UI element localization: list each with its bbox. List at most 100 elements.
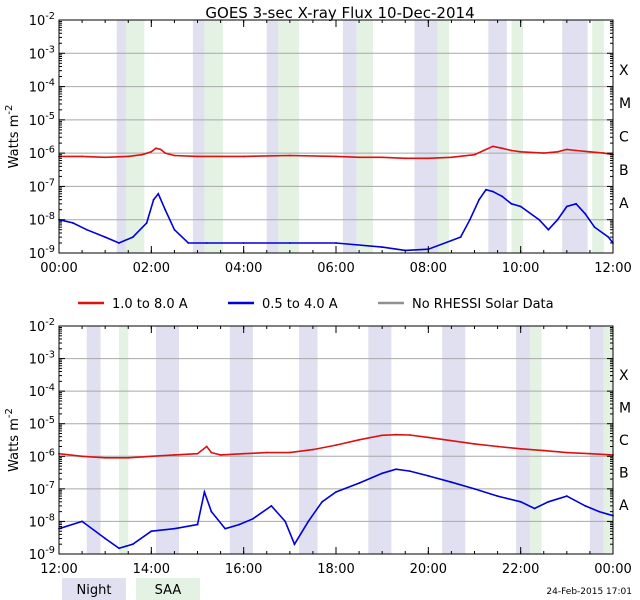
data-point (381, 156, 384, 159)
y-tick-label: 10-8 (29, 513, 55, 531)
legend-item: No RHESSI Solar Data (378, 297, 554, 312)
saa-band (204, 20, 223, 253)
data-point (533, 507, 536, 510)
data-point (335, 155, 337, 158)
series-line (58, 188, 614, 252)
y-tick-label: 10-9 (29, 545, 55, 563)
y-tick-label: 10-5 (29, 111, 55, 129)
data-point (155, 147, 157, 150)
data-point (565, 148, 568, 151)
data-point (450, 439, 453, 442)
data-point (408, 434, 411, 436)
night-label: Night (77, 583, 112, 598)
x-tick-label: 14:00 (133, 562, 170, 577)
legend: 1.0 to 8.0 A 0.5 to 4.0 A No RHESSI Solar … (78, 297, 554, 312)
class-label: C (619, 130, 629, 146)
x-tick-label: 02:00 (133, 261, 170, 276)
data-point (358, 438, 360, 441)
class-label: M (619, 96, 631, 112)
class-label: B (619, 466, 629, 482)
data-point (510, 202, 513, 205)
data-point (575, 149, 577, 152)
night-band (229, 326, 253, 554)
data-point (427, 157, 430, 160)
data-point (205, 445, 208, 448)
night-band (299, 326, 318, 554)
legend-label: No RHESSI Solar Data (412, 297, 554, 312)
footer-timestamp: 24-Feb-2015 17:01 (546, 587, 632, 597)
class-label: B (619, 163, 629, 179)
data-point (492, 190, 494, 193)
data-point (427, 474, 430, 477)
y-tick-label: 10-6 (29, 144, 55, 162)
night-band (266, 20, 279, 253)
night-band (155, 326, 180, 554)
night-swatch (62, 578, 126, 600)
data-point (519, 205, 522, 208)
data-point (501, 195, 504, 198)
saa-swatch (136, 578, 200, 600)
data-point (478, 198, 481, 201)
night-band (488, 20, 507, 253)
data-point (404, 157, 407, 160)
data-point (293, 543, 296, 546)
data-point (459, 236, 462, 239)
data-point (547, 500, 550, 503)
saa-band (356, 20, 373, 253)
data-point (589, 150, 591, 153)
data-point (565, 495, 568, 497)
y-tick-label: 10-3 (29, 350, 55, 368)
data-point (496, 445, 499, 448)
data-point (219, 454, 222, 456)
data-point (265, 451, 268, 454)
data-point (164, 208, 167, 211)
night-band (516, 326, 530, 554)
x-tick-label: 12:00 (40, 562, 77, 577)
data-point (584, 504, 587, 507)
data-point (381, 434, 384, 437)
data-point (395, 433, 397, 436)
y-tick-label: 10-2 (29, 11, 55, 29)
data-point (104, 156, 107, 159)
data-point (482, 149, 485, 152)
x-tick-label: 16:00 (225, 562, 262, 577)
data-point (381, 472, 384, 475)
saa-band (529, 326, 542, 554)
data-point (607, 236, 610, 239)
data-point (565, 205, 568, 208)
data-point (252, 517, 254, 520)
x-tick-label: 18:00 (317, 562, 354, 577)
data-point (242, 155, 245, 158)
y-tick-label: 10-2 (29, 317, 55, 335)
y-tick-label: 10-3 (29, 44, 55, 62)
data-point (284, 520, 287, 523)
y-tick-label: 10-6 (29, 447, 55, 465)
data-point (164, 152, 167, 155)
y-tick-label: 10-4 (29, 78, 55, 96)
legend-item: 1.0 to 8.0 A (78, 297, 188, 312)
data-point (118, 547, 120, 550)
night-band (589, 326, 604, 554)
data-point (104, 236, 107, 239)
y-tick-label: 10-8 (29, 211, 55, 229)
y-tick-label: 10-7 (29, 480, 55, 498)
data-point (312, 448, 314, 451)
x-tick-label: 10:00 (502, 261, 539, 276)
data-point (288, 451, 291, 454)
panel-top: 10-9 10-8 10-7 10-6 10-5 10-4 10-3 10-2 A B C M X Wat… (4, 11, 632, 276)
data-point (196, 452, 199, 455)
data-point (510, 149, 513, 152)
data-point (104, 456, 107, 459)
data-point (408, 470, 411, 473)
data-point (496, 495, 499, 497)
data-point (519, 447, 522, 450)
data-point (335, 491, 337, 493)
data-point (173, 454, 176, 456)
data-point (565, 451, 568, 454)
x-tick-label: 08:00 (410, 261, 447, 276)
saa-band (437, 20, 450, 253)
data-point (427, 436, 430, 439)
data-point (150, 530, 153, 533)
data-point (473, 153, 476, 156)
data-point (238, 523, 240, 526)
